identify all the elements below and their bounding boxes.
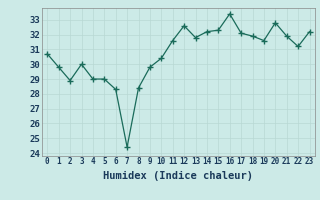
X-axis label: Humidex (Indice chaleur): Humidex (Indice chaleur)	[103, 171, 253, 181]
